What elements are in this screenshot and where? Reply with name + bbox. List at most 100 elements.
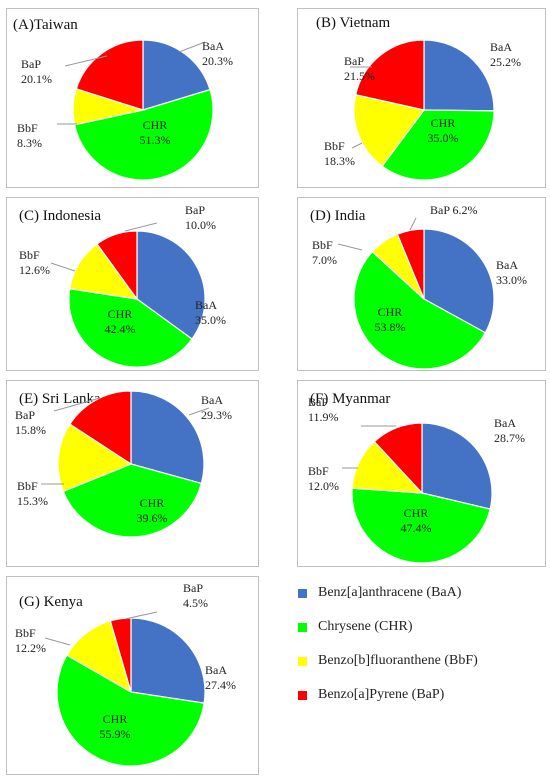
pie-slice-bap <box>354 39 425 111</box>
data-label-category-chr: CHR <box>108 307 133 321</box>
leader-line-baa <box>178 41 206 53</box>
leader-line-bap <box>124 222 158 232</box>
panel-india: (D) India BaA 33.0% CHR 53.8% BbF 7.0% BaP 6.2… <box>297 197 546 371</box>
data-label-value-bbf: 15.3% <box>17 494 48 508</box>
data-label-value-baa: 29.3% <box>201 408 232 422</box>
panel-title: (B) Vietnam <box>316 15 391 31</box>
pie-slice-chr <box>353 250 487 370</box>
data-label-category-bbf: BbF <box>17 121 38 135</box>
pie-slice-chr <box>62 463 203 538</box>
panel-title: (F) Myanmar <box>310 391 391 407</box>
panel-vietnam: (B) Vietnam BaA 25.2% CHR 35.0% BbF 18.3% BaP 2… <box>297 8 546 188</box>
data-label-value-chr: 39.6% <box>137 511 168 525</box>
pie-slice-chr <box>351 487 491 564</box>
panel-title: (C) Indonesia <box>19 208 102 224</box>
leader-line-bbf <box>44 637 71 646</box>
legend-swatch <box>298 691 307 700</box>
data-label-value-bbf: 12.0% <box>308 479 339 493</box>
panel-taiwan: (A)Taiwan BaA 20.3% CHR 51.3% BbF 8.3% BaP 20.1… <box>6 8 259 188</box>
data-label-category-bbf: BbF <box>19 248 40 262</box>
pie-slice-bap <box>373 422 423 495</box>
data-label-value-chr: 55.9% <box>100 727 131 741</box>
data-label-category-baa: BaA <box>490 40 512 54</box>
leader-line-bbf <box>337 243 363 251</box>
data-label-value-bap: 10.0% <box>185 218 216 232</box>
panel-kenya: (G) Kenya BaA 27.4% CHR 55.9% BbF 12.2% BaP 4.5… <box>6 576 259 775</box>
data-label-category-chr: CHR <box>378 305 403 319</box>
panel-myanmar: (F) Myanmar BaA 28.7% CHR 47.4% BbF 12.0% BaP 1… <box>297 380 546 567</box>
panel-title: (D) India <box>310 208 366 224</box>
data-label-value-bap: 11.9% <box>308 410 339 424</box>
data-label-category-bbf: BbF <box>308 464 329 478</box>
pie-slice-baa <box>130 617 206 704</box>
data-label-value-baa: 20.3% <box>202 54 233 68</box>
pie-slice-baa <box>136 230 206 340</box>
legend-label: Benzo[b]fluoranthene (BbF) <box>318 653 478 668</box>
data-label-category-bap: BaP <box>185 203 205 217</box>
pie-slice-bbf <box>353 94 426 167</box>
data-label-category-bbf: BbF <box>324 139 345 153</box>
pie-slice-baa <box>130 390 205 485</box>
pie-slice-chr <box>68 288 193 368</box>
data-label-category-chr: CHR <box>431 116 456 130</box>
data-label-value-chr: 51.3% <box>140 133 171 147</box>
leader-line-bap <box>64 55 108 67</box>
data-label-category-bbf: BbF <box>15 626 36 640</box>
panel-title: (E) Sri Lanka <box>19 391 101 407</box>
data-label-value-bbf: 12.2% <box>15 641 46 655</box>
leader-line-bap <box>409 217 417 231</box>
panel-title: (G) Kenya <box>19 594 83 610</box>
data-label-value-bbf: 8.3% <box>17 136 42 150</box>
leader-line-bbf <box>50 262 76 272</box>
data-label-category-baa: BaA <box>201 393 223 407</box>
leader-line-bap <box>124 611 158 620</box>
pie-slice-bbf <box>57 423 133 493</box>
data-label-category-baa: BaA <box>195 298 217 312</box>
data-label-category-chr: CHR <box>140 496 165 510</box>
legend-label: Chrysene (CHR) <box>318 619 413 634</box>
data-label-category-bap: BaP <box>344 54 364 68</box>
data-label-category-chr: CHR <box>103 712 128 726</box>
data-label-category-baa: BaA <box>496 258 518 272</box>
data-label-category-baa: BaA <box>205 663 227 677</box>
data-label-category-bap: BaP <box>21 57 41 71</box>
data-label-value-chr: 53.8% <box>375 320 406 334</box>
data-label-value-baa: 35.0% <box>195 313 226 327</box>
legend-label: Benz[a]anthracene (BaA) <box>318 585 462 600</box>
pie-slice-chr <box>73 88 214 181</box>
data-label-value-chr: 42.4% <box>105 322 136 336</box>
leader-line-bap <box>53 397 101 412</box>
pie-slice-bap <box>396 228 425 300</box>
data-label-category-bbf: BbF <box>312 238 333 252</box>
data-label-value-chr: 47.4% <box>401 521 432 535</box>
data-label-category-bap: BaP <box>183 581 203 595</box>
leader-line-bbf <box>351 142 363 149</box>
leader-line-baa <box>188 407 210 416</box>
legend-swatch <box>298 623 307 632</box>
data-label-category-chr: CHR <box>404 506 429 520</box>
data-label-value-bap: 15.8% <box>15 423 46 437</box>
data-label-category-baa: BaA <box>494 416 516 430</box>
data-label-value-baa: 33.0% <box>496 273 527 287</box>
data-label-value-bbf: 12.6% <box>19 263 50 277</box>
legend-label: Benzo[a]Pyrene (BaP) <box>318 687 445 702</box>
panel-indonesia: (C) Indonesia BaA 35.0% CHR 42.4% BbF 12.6% Ba… <box>6 197 259 371</box>
pie-slice-bap <box>69 390 132 466</box>
data-label-bap: BaP 6.2% <box>430 203 478 217</box>
data-label-category-bbf: BbF <box>17 479 38 493</box>
pie-slice-bap <box>96 230 138 301</box>
pie-slice-chr <box>56 654 205 767</box>
pie-slice-chr <box>381 109 495 181</box>
data-label-value-baa: 28.7% <box>494 431 525 445</box>
data-label-value-baa: 25.2% <box>490 55 521 69</box>
pie-slice-baa <box>421 422 493 510</box>
pie-slice-baa <box>423 228 495 334</box>
data-label-value-chr: 35.0% <box>428 131 459 145</box>
data-label-category-chr: CHR <box>143 118 168 132</box>
